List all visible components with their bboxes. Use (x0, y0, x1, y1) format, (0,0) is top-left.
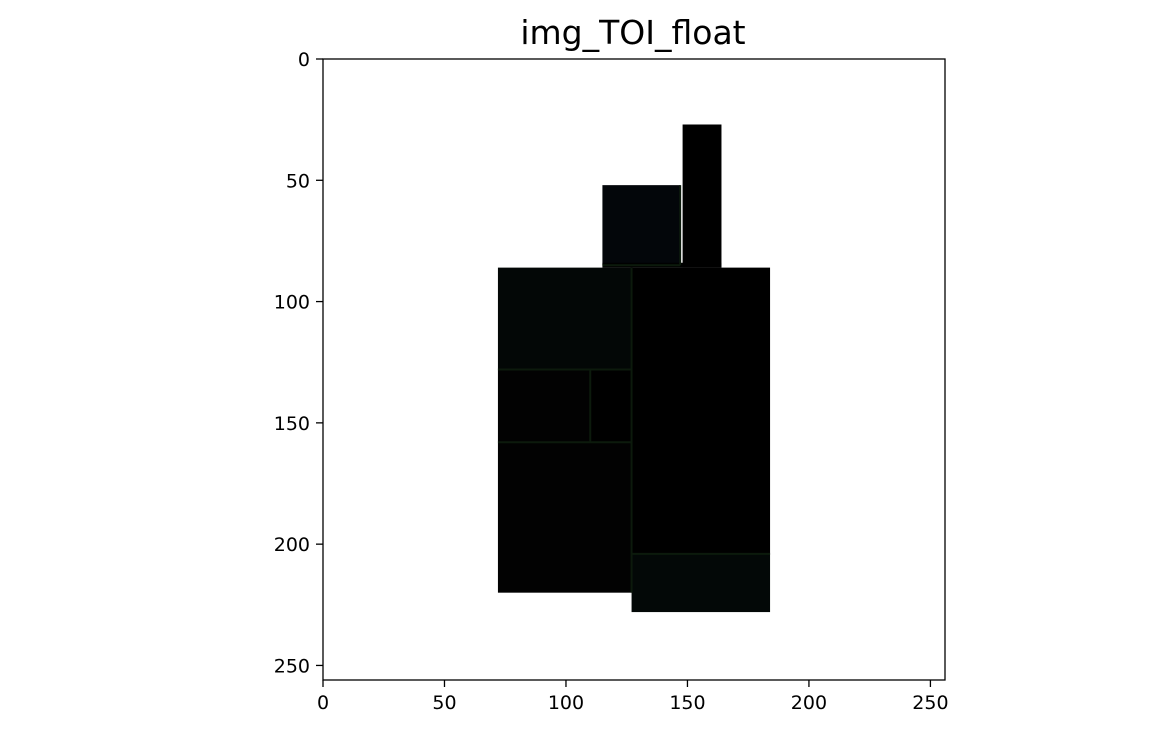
chart-title: img_TOI_float (520, 13, 745, 52)
image-region-0 (497, 267, 632, 370)
y-tick-label-100: 100 (274, 292, 310, 314)
image-region-8 (631, 553, 771, 613)
x-tick-label-100: 100 (548, 692, 584, 714)
axes: 0 50 100 150 200 250 0 50 100 150 200 250 (274, 49, 949, 714)
y-tick-label-150: 150 (274, 413, 310, 435)
image-region-5 (682, 124, 722, 268)
image-region-3 (590, 369, 632, 443)
image-region-7 (631, 267, 771, 554)
x-tick-label-50: 50 (432, 692, 456, 714)
y-tick-label-50: 50 (286, 170, 310, 192)
x-tick-label-200: 200 (791, 692, 827, 714)
x-tick-label-250: 250 (912, 692, 948, 714)
y-tick-label-0: 0 (298, 49, 310, 71)
image-region-1 (497, 369, 591, 443)
axes-frame (322, 58, 946, 681)
image-region-2 (497, 442, 632, 593)
y-tick-label-200: 200 (274, 534, 310, 556)
image-region-4 (602, 185, 681, 266)
x-tick-label-0: 0 (317, 692, 329, 714)
x-tick-label-150: 150 (669, 692, 705, 714)
y-tick-label-250: 250 (274, 655, 310, 677)
